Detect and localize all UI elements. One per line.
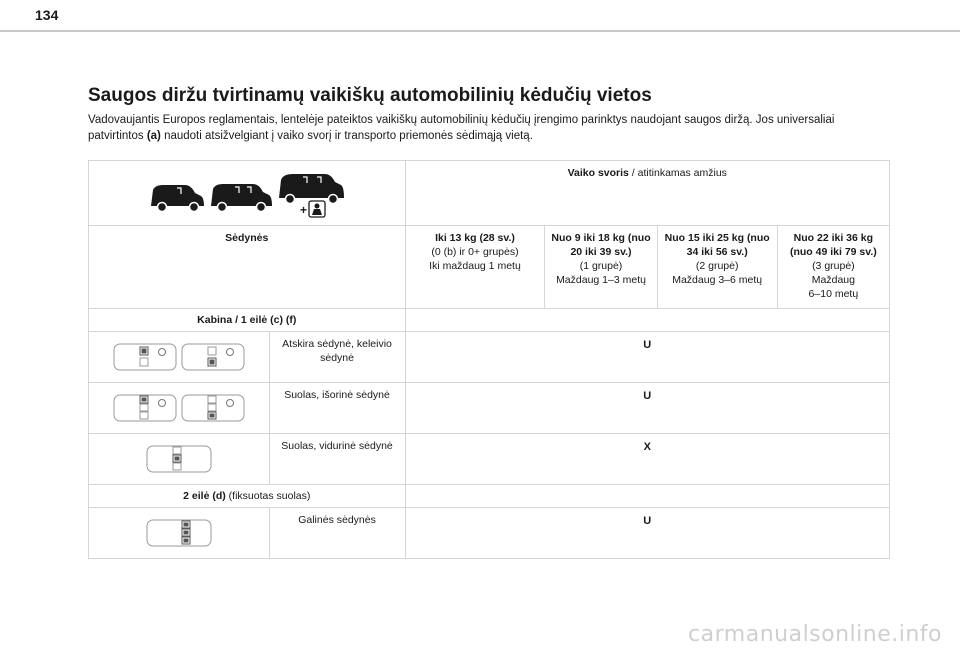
intro-bold: (a) bbox=[146, 130, 161, 142]
page-number: 134 bbox=[35, 7, 59, 23]
group-0-cell: Iki 13 kg (28 sv.) (0 (b) ir 0+ grupės) … bbox=[404, 225, 546, 309]
intro-paragraph: Vadovaujantis Europos reglamentais, lent… bbox=[88, 112, 878, 144]
seat-diagram-cell bbox=[88, 382, 270, 434]
table-row: Suolas, išorinė sėdynė U bbox=[88, 382, 891, 434]
group-3-group: (3 grupė) bbox=[812, 260, 855, 272]
weight-header-bold: Vaiko svoris bbox=[567, 167, 629, 179]
group-3-age: Maždaug bbox=[811, 274, 855, 286]
group-2-weight: Nuo 15 iki 25 kg (nuo 34 iki 56 sv.) bbox=[664, 232, 770, 258]
table-row: Galinės sėdynės U bbox=[88, 507, 891, 559]
row-mark: U bbox=[404, 382, 891, 434]
row-mark: X bbox=[404, 433, 891, 485]
section-second-label: 2 eilė (d) (fiksuotas suolas) bbox=[88, 484, 406, 508]
van-short-icon bbox=[150, 185, 204, 213]
vans-icon-group: + bbox=[150, 174, 344, 218]
group-1-age: Maždaug 1–3 metų bbox=[556, 274, 646, 286]
group-2-age: Maždaug 3–6 metų bbox=[672, 274, 763, 286]
group-2-group: (2 grupė) bbox=[695, 260, 739, 272]
cabin-seat-diagram-icon bbox=[113, 343, 245, 371]
groups-row: Sėdynės Iki 13 kg (28 sv.) (0 (b) ir 0+ … bbox=[88, 225, 891, 309]
watermark: carmanualsonline.info bbox=[688, 622, 942, 647]
svg-text:+: + bbox=[300, 203, 307, 217]
seat-diagram-cell bbox=[88, 507, 270, 559]
table-row: Suolas, vidurinė sėdynė X bbox=[88, 433, 891, 485]
van-medium-icon bbox=[210, 184, 272, 213]
intro-text-1: Vadovaujantis Europos reglamentais, lent… bbox=[88, 114, 835, 142]
section-row-cabin: Kabina / 1 eilė (c) (f) bbox=[88, 308, 891, 332]
group-3-age2: 6–10 metų bbox=[808, 288, 859, 300]
group-3-weight: Nuo 22 iki 36 kg (nuo 49 iki 79 sv.) bbox=[789, 232, 877, 258]
row-label: Suolas, išorinė sėdynė bbox=[268, 382, 406, 434]
vehicle-icons-cell: + bbox=[88, 160, 406, 226]
header-divider bbox=[0, 30, 960, 32]
section-second-bold: 2 eilė (d) bbox=[183, 490, 226, 502]
group-0-weight: Iki 13 kg (28 sv.) bbox=[435, 232, 515, 244]
table-row: Atskira sėdynė, keleivio sėdynė U bbox=[88, 331, 891, 383]
child-seat-table: + Vaiko svoris / atitinkamas amžius Sėdy… bbox=[88, 160, 891, 559]
group-1-cell: Nuo 9 iki 18 kg (nuo 20 iki 39 sv.) (1 g… bbox=[544, 225, 658, 309]
section-row-second: 2 eilė (d) (fiksuotas suolas) bbox=[88, 484, 891, 508]
group-1-weight: Nuo 9 iki 18 kg (nuo 20 iki 39 sv.) bbox=[551, 232, 651, 258]
bench-seat-diagram-icon bbox=[113, 394, 245, 422]
seats-label: Sėdynės bbox=[88, 225, 406, 309]
seat-diagram-cell bbox=[88, 433, 270, 485]
rear-bench-diagram-icon bbox=[146, 519, 212, 547]
group-2-cell: Nuo 15 iki 25 kg (nuo 34 iki 56 sv.) (2 … bbox=[656, 225, 778, 309]
row-mark: U bbox=[404, 331, 891, 383]
weight-header-rest: / atitinkamas amžius bbox=[628, 167, 727, 179]
child-seat-icon: + bbox=[300, 200, 326, 218]
group-0-group: (0 (b) ir 0+ grupės) bbox=[431, 246, 519, 258]
group-1-group: (1 grupė) bbox=[579, 260, 623, 272]
table-header-row: + Vaiko svoris / atitinkamas amžius bbox=[88, 160, 891, 226]
group-0-age: Iki maždaug 1 metų bbox=[429, 260, 521, 272]
weight-header-cell: Vaiko svoris / atitinkamas amžius bbox=[404, 160, 891, 226]
section-cabin-label: Kabina / 1 eilė (c) (f) bbox=[88, 308, 406, 332]
page-title: Saugos diržu tvirtinamų vaikiškų automob… bbox=[88, 85, 652, 106]
row-label: Galinės sėdynės bbox=[268, 507, 406, 559]
row-label: Atskira sėdynė, keleivio sėdynė bbox=[268, 331, 406, 383]
middle-seat-diagram-icon bbox=[146, 445, 212, 473]
van-long-icon bbox=[278, 174, 344, 205]
group-3-cell: Nuo 22 iki 36 kg (nuo 49 iki 79 sv.) (3 … bbox=[776, 225, 891, 309]
section-second-empty bbox=[404, 484, 891, 508]
row-mark: U bbox=[404, 507, 891, 559]
section-second-rest: (fiksuotas suolas) bbox=[225, 490, 311, 502]
section-cabin-empty bbox=[404, 308, 891, 332]
intro-text-2: naudoti atsižvelgiant į vaiko svorį ir t… bbox=[160, 130, 533, 142]
seat-diagram-cell bbox=[88, 331, 270, 383]
row-label: Suolas, vidurinė sėdynė bbox=[268, 433, 406, 485]
